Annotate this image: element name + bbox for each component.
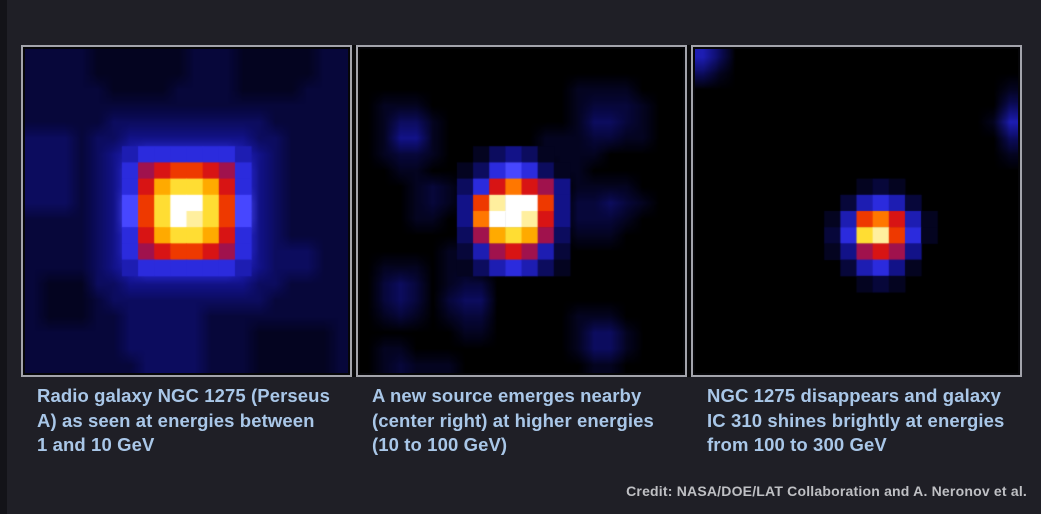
heatmap-panels-row — [21, 45, 1022, 377]
heatmap-canvas-high-energy — [695, 49, 1018, 373]
captions-row: Radio galaxy NGC 1275 (Perseus A) as see… — [21, 384, 1022, 458]
credit-line: Credit: NASA/DOE/LAT Collaboration and A… — [626, 483, 1027, 499]
heatmap-canvas-low-energy — [25, 49, 348, 373]
panel-caption-mid-energy: A new source emerges nearby (center righ… — [372, 385, 654, 455]
heatmap-panel-high-energy — [691, 45, 1022, 377]
panel-caption-high-energy: NGC 1275 disappears and galaxy IC 310 sh… — [707, 385, 1005, 455]
heatmap-panel-low-energy — [21, 45, 352, 377]
left-edge-strip — [0, 0, 7, 514]
heatmap-canvas-mid-energy — [360, 49, 683, 373]
panel-caption-low-energy: Radio galaxy NGC 1275 (Perseus A) as see… — [37, 385, 330, 455]
heatmap-panel-mid-energy — [356, 45, 687, 377]
